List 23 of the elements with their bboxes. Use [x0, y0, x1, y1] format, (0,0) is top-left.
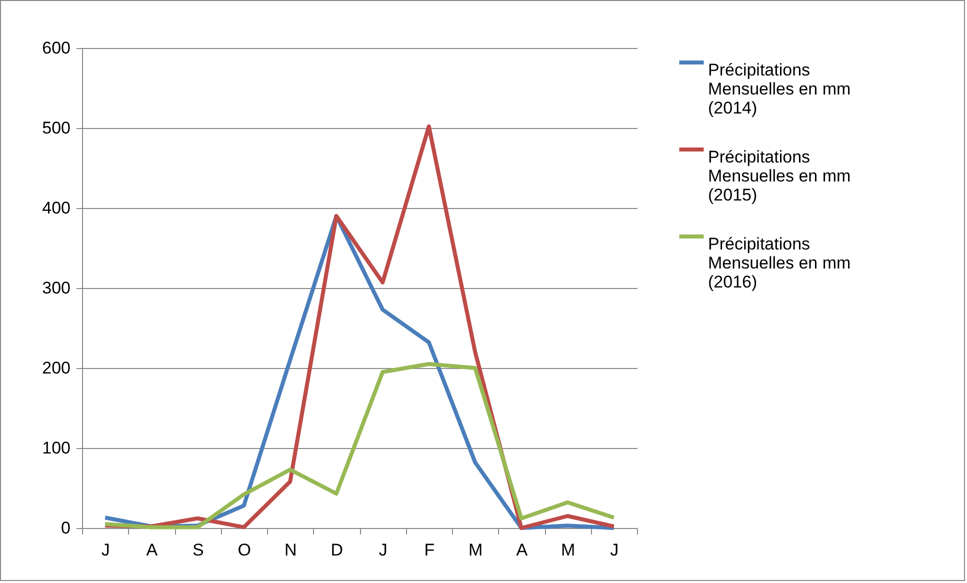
y-tick-label: 600	[42, 38, 70, 58]
y-tick-label: 200	[42, 358, 70, 378]
y-tick-label: 300	[42, 278, 70, 298]
x-tick-label: J	[610, 540, 619, 560]
y-tick-label: 0	[61, 518, 70, 538]
x-tick-label: N	[284, 540, 297, 560]
legend-label: Précipitations Mensuelles en mm (2015)	[708, 148, 851, 204]
x-tick-label: A	[146, 540, 158, 560]
x-tick-label: D	[330, 540, 344, 560]
y-tick-label: 100	[42, 438, 70, 458]
x-tick-label: J	[101, 540, 110, 560]
x-tick-label: J	[378, 540, 388, 560]
line-series	[103, 362, 616, 530]
x-tick-label: A	[516, 540, 528, 560]
x-tick-label: S	[192, 540, 204, 560]
x-tick-label: M	[561, 540, 576, 560]
y-tick-label: 400	[42, 198, 70, 218]
x-tick-label: O	[238, 540, 251, 560]
legend-label: Précipitations Mensuelles en mm (2014)	[708, 60, 851, 118]
legend-label: Précipitations Mensuelles en mm (2016)	[708, 234, 851, 292]
x-tick-label: M	[468, 540, 483, 560]
x-tick-label: F	[424, 540, 435, 560]
y-tick-label: 500	[42, 118, 70, 138]
